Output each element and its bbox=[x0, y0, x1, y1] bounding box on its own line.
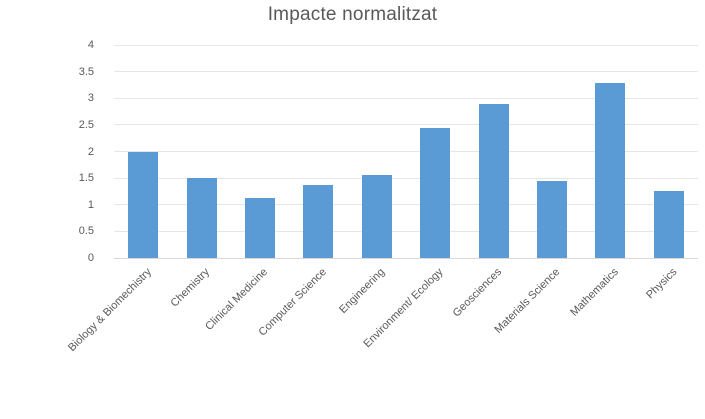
gridline bbox=[114, 257, 698, 259]
x-axis-label: Mathematics bbox=[568, 266, 621, 319]
y-tick-label: 2.5 bbox=[78, 118, 94, 131]
gridline bbox=[114, 177, 698, 179]
bar bbox=[186, 178, 217, 258]
bar bbox=[303, 184, 334, 258]
bar bbox=[245, 198, 275, 258]
gridline bbox=[114, 124, 698, 126]
gridline bbox=[114, 71, 698, 73]
y-tick-label: 3 bbox=[87, 92, 94, 105]
x-axis-label: Biology & Biomechistry bbox=[65, 266, 154, 355]
bar bbox=[653, 191, 684, 258]
x-axis-label: Geosciences bbox=[450, 266, 505, 320]
x-axis-label: Clinical Medicine bbox=[203, 266, 271, 333]
y-tick-label: 1 bbox=[87, 198, 94, 211]
bar bbox=[537, 181, 567, 258]
y-tick-label: 1.5 bbox=[78, 172, 94, 185]
chart-title: Impacte normalitzat bbox=[267, 4, 438, 25]
y-tick-label: 0 bbox=[87, 252, 94, 264]
y-tick-label: 0.5 bbox=[78, 225, 94, 238]
gridline bbox=[114, 97, 698, 99]
x-axis-label: Chemistry bbox=[168, 266, 213, 310]
x-axis-label: Engineering bbox=[337, 266, 388, 317]
gridline bbox=[114, 151, 698, 152]
bar bbox=[420, 128, 451, 258]
bar bbox=[595, 82, 626, 258]
plot-area: 0 0.5 1 1.5 2 2.5 3 3.5 4 bbox=[79, 40, 698, 264]
bar bbox=[361, 175, 392, 258]
gridline bbox=[114, 230, 698, 232]
y-tick-label: 4 bbox=[87, 39, 94, 51]
gridline bbox=[114, 204, 698, 206]
y-tick-label: 2 bbox=[87, 145, 94, 158]
y-tick-label: 3.5 bbox=[78, 65, 94, 78]
x-axis-label: Materials Science bbox=[492, 266, 563, 336]
x-axis-label: Physics bbox=[644, 266, 680, 302]
gridline bbox=[114, 44, 698, 46]
x-axis-labels: Biology & Biomechistry Chemistry Clinical … bbox=[66, 260, 698, 419]
bar bbox=[128, 151, 159, 258]
bar bbox=[478, 104, 509, 258]
